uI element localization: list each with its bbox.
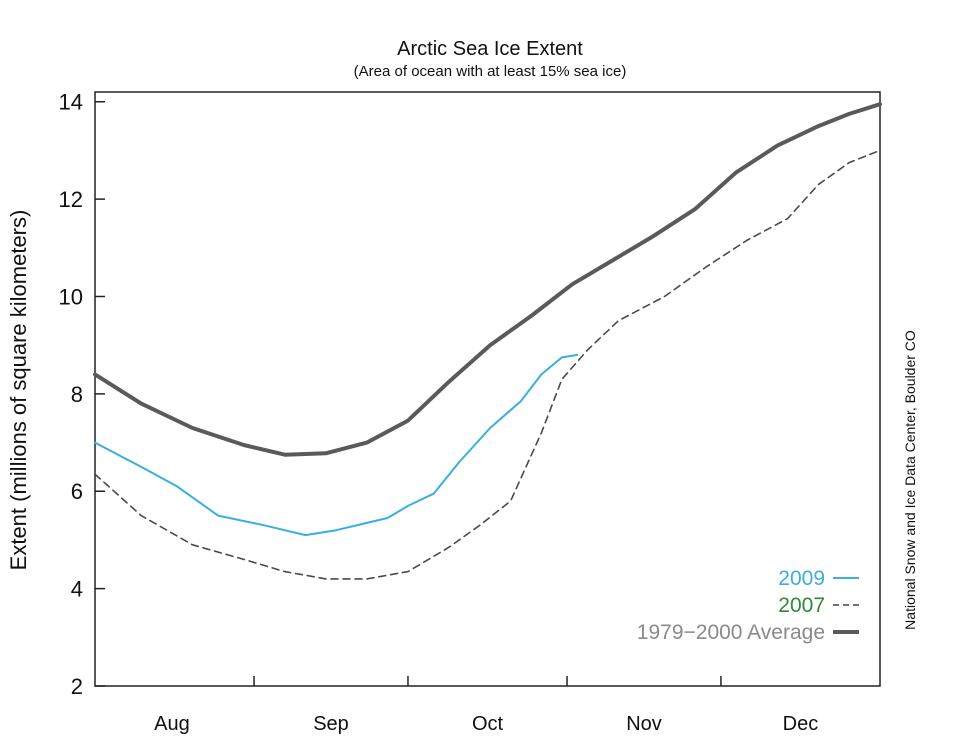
- y-tick-label: 8: [71, 382, 83, 407]
- chart-title: Arctic Sea Ice Extent: [397, 38, 583, 60]
- y-tick-label: 6: [71, 479, 83, 504]
- y-tick-label: 2: [71, 674, 83, 699]
- x-tick-label: Nov: [626, 713, 662, 735]
- credit-text: National Snow and Ice Data Center, Bould…: [902, 330, 918, 630]
- y-tick-label: 10: [59, 284, 83, 309]
- series-line-2009: [94, 353, 579, 537]
- legend: 2009 2007 1979−2000 Average: [637, 567, 859, 644]
- y-tick-label: 14: [59, 90, 83, 115]
- series-line-2007: [94, 149, 881, 580]
- x-tick-label: Oct: [472, 713, 504, 735]
- x-tick-label: Dec: [783, 713, 819, 735]
- y-tick-label: 4: [71, 577, 83, 602]
- plot-frame: [94, 91, 881, 687]
- plot-area: 2 4 6 8 10 12 14 Aug Sep Oct Nov Dec: [59, 90, 882, 735]
- legend-label: 2007: [778, 594, 825, 617]
- y-axis-label: Extent (millions of square kilometers): [6, 210, 31, 571]
- legend-label: 2009: [778, 567, 825, 590]
- x-tick-label: Sep: [313, 713, 349, 735]
- legend-label: 1979−2000 Average: [637, 621, 825, 644]
- y-tick-label: 12: [59, 187, 83, 212]
- chart-subtitle: (Area of ocean with at least 15% sea ice…: [354, 63, 627, 80]
- x-tick-label: Aug: [154, 713, 190, 735]
- series-line-1979-2000-average: [93, 102, 882, 457]
